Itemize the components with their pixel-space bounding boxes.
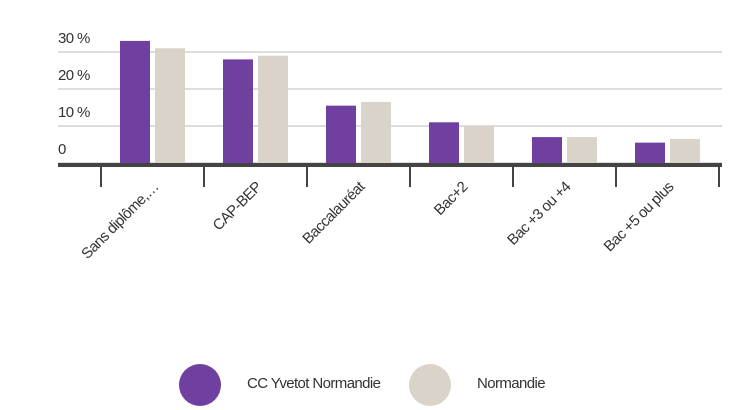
y-tick-label: 10 % [58,104,90,121]
legend-swatch [179,364,221,406]
x-tick-label: CAP-BEP [210,178,266,234]
x-tick-label: Sans diplôme,… [78,179,162,263]
bar [120,40,150,163]
x-tick-label: Bac +5 ou plus [601,179,678,256]
bar [361,101,391,163]
bar [532,137,562,163]
legend-label: Normandie [477,375,545,392]
bar [326,105,356,163]
x-tick-label: Baccalauréat [299,178,369,248]
bar [155,48,185,163]
bar [223,59,253,163]
legend-label: CC Yvetot Normandie [247,375,381,392]
y-tick-label: 20 % [58,67,90,84]
x-tick-label: Bac +3 ou +4 [504,178,574,248]
bar [635,142,665,163]
x-tick-label: Bac+2 [431,178,471,218]
bar [429,122,459,163]
y-tick-label: 0 [58,141,66,158]
bar [567,137,597,163]
bar [464,126,494,163]
bar [258,55,288,164]
y-tick-label: 30 % [58,30,90,47]
legend-swatch [409,364,451,406]
bar [670,138,700,163]
